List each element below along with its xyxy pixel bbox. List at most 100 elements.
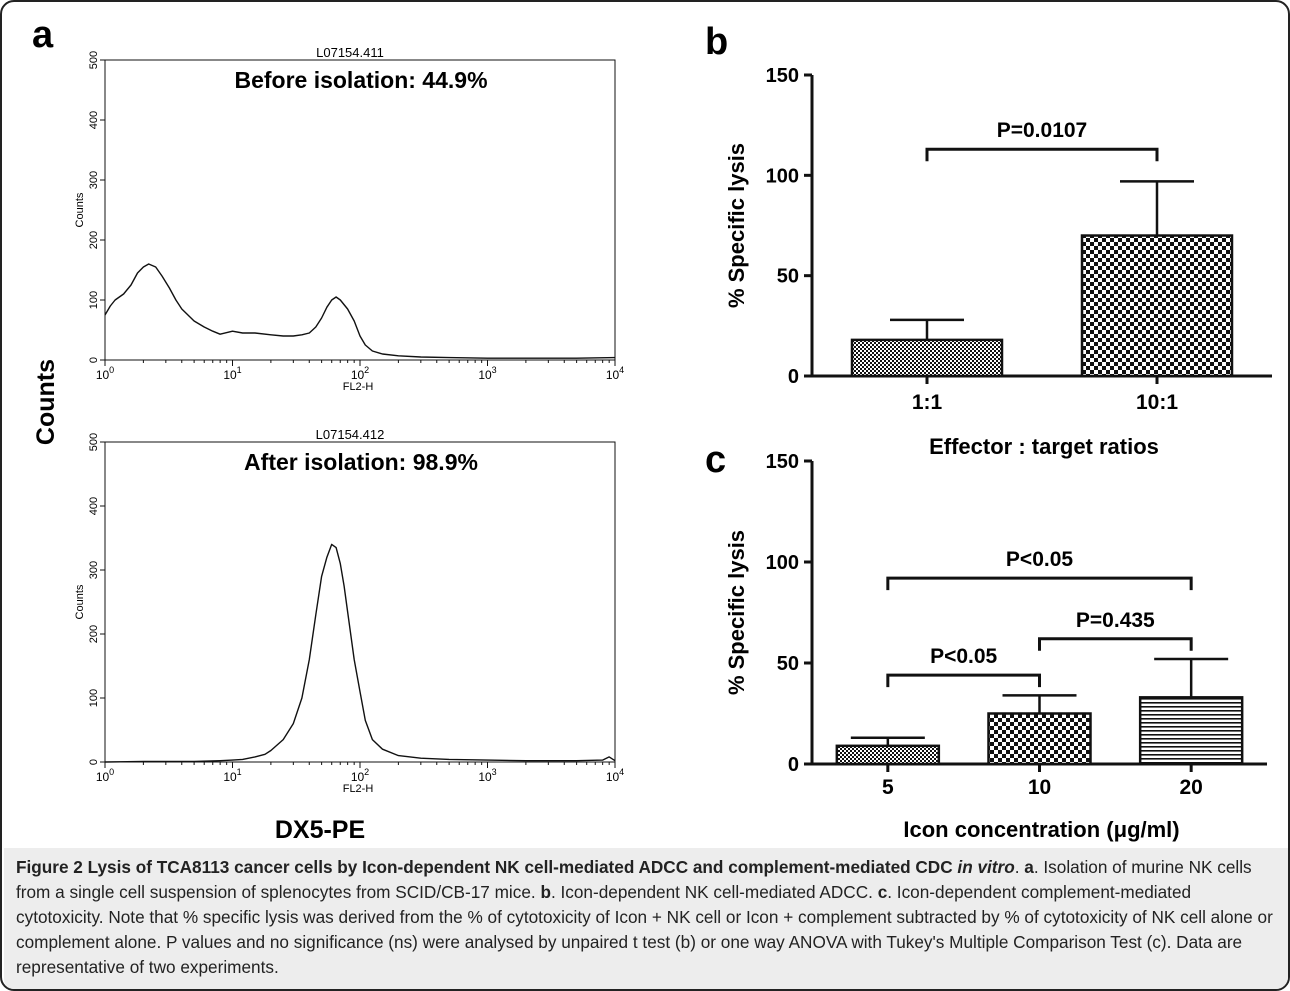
x-axis-label: Icon concentration (μg/ml)	[903, 817, 1179, 842]
x-tick-exponent: 4	[619, 767, 624, 777]
caption-ref-c: c	[877, 882, 888, 902]
panel-b-bar-chart: 0 50 100 150 % Specific lysis 1:1 10:1 Effector…	[724, 65, 1272, 459]
y-axis-label: % Specific lysis	[724, 530, 749, 695]
x-tick-base: 10	[223, 770, 237, 784]
category-label: 1:1	[912, 391, 943, 414]
x-tick-label: 100	[96, 365, 114, 382]
y-tick-label: 100	[88, 291, 100, 309]
histogram-line	[104, 543, 616, 763]
x-tick-base: 10	[478, 770, 492, 784]
significance-bracket	[925, 147, 1159, 162]
y-tick-label: 300	[88, 561, 100, 579]
x-tick-exponent: 4	[619, 365, 624, 375]
caption-title-period: .	[1014, 857, 1020, 877]
category-label: 10	[1028, 776, 1051, 799]
y-tick-label: 500	[88, 51, 100, 69]
x-tick-base: 10	[223, 368, 237, 382]
y-tick-label: 150	[766, 451, 799, 473]
x-tick-label: 102	[351, 767, 369, 784]
caption-text-b: . Icon-dependent NK cell-mediated ADCC.	[550, 882, 873, 902]
category-label: 10:1	[1136, 391, 1178, 414]
plot-frame	[104, 59, 616, 361]
x-axis-label: FL2-H	[343, 783, 374, 795]
x-tick-exponent: 2	[364, 767, 369, 777]
x-tick-base: 10	[478, 368, 492, 382]
x-tick-base: 10	[351, 770, 365, 784]
x-tick-label: 104	[606, 767, 624, 784]
y-axis-label: Counts	[74, 584, 86, 619]
figure-caption: Figure 2 Lysis of TCA8113 cancer cells b…	[4, 848, 1288, 989]
significance-label: P<0.05	[1006, 548, 1073, 571]
x-tick-exponent: 1	[237, 767, 242, 777]
panel-a-shared-xlabel: DX5-PE	[275, 816, 365, 844]
caption-ref-a: a	[1024, 857, 1034, 877]
y-tick-label: 50	[777, 653, 799, 675]
y-tick-label: 100	[88, 689, 100, 707]
histogram-annotation: Before isolation: 44.9%	[234, 67, 487, 93]
x-tick-label: 103	[478, 365, 496, 382]
x-axis-label: Effector : target ratios	[929, 434, 1159, 459]
x-tick-base: 10	[96, 368, 110, 382]
plot-frame	[104, 441, 616, 763]
bar	[987, 712, 1092, 766]
histogram-title: L07154.411	[316, 45, 384, 60]
x-tick-label: 100	[96, 767, 114, 784]
y-tick-label: 0	[88, 759, 100, 765]
x-tick-base: 10	[96, 770, 110, 784]
significance-bracket	[886, 576, 1193, 591]
bar	[1138, 696, 1244, 766]
x-tick-exponent: 1	[237, 365, 242, 375]
y-tick-label: 0	[788, 366, 799, 388]
panel-a-shared-ylabel: Counts	[32, 359, 60, 445]
y-axis-label: % Specific lysis	[724, 143, 749, 308]
bar	[835, 744, 941, 766]
y-tick-label: 300	[88, 171, 100, 189]
x-axis-label: FL2-H	[343, 381, 374, 393]
x-tick-exponent: 3	[492, 767, 497, 777]
significance-label: P<0.05	[930, 645, 997, 668]
y-tick-label: 500	[88, 433, 100, 451]
y-tick-label: 400	[88, 497, 100, 515]
category-label: 20	[1179, 776, 1202, 799]
x-tick-exponent: 2	[364, 365, 369, 375]
x-tick-base: 10	[351, 368, 365, 382]
bar	[1080, 234, 1234, 378]
y-tick-label: 0	[788, 754, 799, 776]
y-tick-label: 200	[88, 625, 100, 643]
bar	[850, 338, 1004, 378]
y-tick-label: 100	[766, 552, 799, 574]
x-tick-exponent: 0	[109, 767, 114, 777]
significance-label: P=0.0107	[997, 119, 1088, 142]
x-tick-label: 103	[478, 767, 496, 784]
significance-label: P=0.435	[1076, 609, 1155, 632]
caption-title-italic: in vitro	[957, 857, 1015, 877]
x-tick-label: 101	[223, 767, 241, 784]
caption-title-main: Lysis of TCA8113 cancer cells by Icon-de…	[87, 857, 953, 877]
category-label: 5	[882, 776, 894, 799]
y-tick-label: 400	[88, 111, 100, 129]
caption-text-c: . Icon-dependent complement-mediated cyt…	[16, 882, 1273, 977]
caption-title: Lysis of TCA8113 cancer cells by Icon-de…	[88, 857, 1015, 877]
histogram-title: L07154.412	[316, 427, 385, 442]
y-tick-label: 150	[766, 65, 799, 87]
y-tick-label: 100	[766, 165, 799, 187]
y-tick-label: 200	[88, 231, 100, 249]
x-tick-exponent: 0	[109, 365, 114, 375]
caption-text-a: . Isolation of murine NK cells from a si…	[16, 857, 1252, 902]
y-tick-label: 0	[88, 357, 100, 363]
figure-canvas: a b c Counts DX5-PE L07154.411 Before iso…	[32, 14, 1272, 844]
y-axis-label: Counts	[74, 192, 86, 227]
panel-letter-c: c	[705, 439, 726, 481]
histogram-annotation: After isolation: 98.9%	[244, 449, 478, 475]
panel-letter-a: a	[32, 14, 54, 56]
caption-figure-label: Figure 2	[16, 857, 83, 877]
y-tick-label: 50	[777, 266, 799, 288]
significance-bracket	[886, 673, 1041, 688]
x-tick-base: 10	[606, 368, 620, 382]
x-tick-base: 10	[606, 770, 620, 784]
histogram-line	[104, 263, 616, 359]
